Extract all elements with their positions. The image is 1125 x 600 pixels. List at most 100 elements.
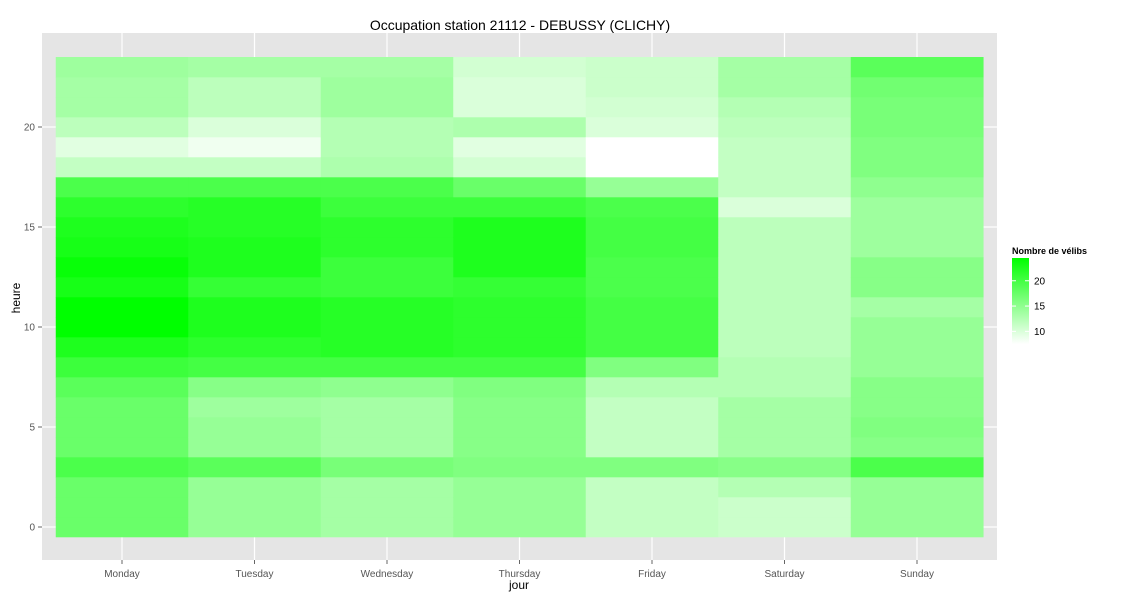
heatmap-tile [453,317,587,338]
heatmap-tile [718,497,852,518]
x-tick-label: Wednesday [361,569,414,580]
x-tick-label: Saturday [764,569,804,580]
heatmap-tile [55,117,189,138]
heatmap-tile [188,97,322,118]
heatmap-tile [55,157,189,178]
heatmap-tile [453,437,587,458]
heatmap-tile [718,457,852,478]
heatmap-tile [718,277,852,298]
heatmap-tile [453,297,587,318]
x-tick-label: Tuesday [236,569,274,580]
heatmap-tile [188,237,322,258]
heatmap-tile [320,357,454,378]
heatmap-tile [188,117,322,138]
heatmap-tile [718,477,852,498]
heatmap-tile [850,497,984,518]
heatmap-tile [320,237,454,258]
heatmap-tile [55,277,189,298]
heatmap-tile [585,57,719,78]
heatmap-tile [320,57,454,78]
heatmap-tile [850,237,984,258]
heatmap-tile [585,457,719,478]
heatmap-tile [55,77,189,98]
y-tick-label: 20 [24,123,36,134]
heatmap-tile [585,77,719,98]
heatmap-tile [850,217,984,238]
heatmap-tile [585,297,719,318]
heatmap-tile [320,77,454,98]
heatmap-tile [320,417,454,438]
chart-title: Occupation station 21112 - DEBUSSY (CLIC… [370,17,670,33]
heatmap-tile [188,317,322,338]
heatmap-tile [55,217,189,238]
heatmap-tile [55,297,189,318]
heatmap-tile [850,177,984,198]
heatmap-tile [850,377,984,398]
heatmap-tile [585,337,719,358]
heatmap-tile [188,197,322,218]
heatmap-tile [850,297,984,318]
heatmap-tile [718,197,852,218]
x-axis-label: jour [508,578,529,592]
heatmap-tile [188,217,322,238]
heatmap-tile [55,437,189,458]
heatmap-tile [718,417,852,438]
legend-colorbar [1012,258,1029,344]
heatmap-tile [188,297,322,318]
heatmap-tile [453,277,587,298]
y-tick-label: 0 [29,523,35,534]
heatmap-tile [188,137,322,158]
heatmap-tile [320,277,454,298]
heatmap-tile [55,417,189,438]
heatmap-tile [850,437,984,458]
x-tick-label: Sunday [900,569,934,580]
y-tick-label: 5 [29,423,35,434]
heatmap-tile [585,517,719,538]
heatmap-tile [453,257,587,278]
heatmap-tile [718,137,852,158]
heatmap-tile [188,477,322,498]
heatmap-tile [850,197,984,218]
heatmap-tile [585,377,719,398]
heatmap-tile [188,517,322,538]
heatmap-tile [850,477,984,498]
heatmap-tile [850,97,984,118]
heatmap-tile [320,517,454,538]
heatmap-tile [55,97,189,118]
heatmap-tile [850,517,984,538]
heatmap-tile [585,157,719,178]
heatmap-tile [320,117,454,138]
heatmap-tile [850,157,984,178]
heatmap-tile [585,97,719,118]
heatmap-tile [55,397,189,418]
heatmap-tile [320,497,454,518]
heatmap-tile [55,137,189,158]
heatmap-tile [320,157,454,178]
heatmap-tile [320,177,454,198]
heatmap-tile [55,197,189,218]
heatmap-tile [453,117,587,138]
heatmap-tile [55,457,189,478]
heatmap-tile [55,317,189,338]
heatmap-tile [320,317,454,338]
heatmap-tile [585,417,719,438]
heatmap-tile [55,337,189,358]
heatmap-tile [718,237,852,258]
heatmap-tile [453,157,587,178]
heatmap-tile [718,97,852,118]
heatmap-tile [718,117,852,138]
heatmap-tile [718,77,852,98]
heatmap-tile [585,217,719,238]
heatmap-tile [453,417,587,438]
heatmap-tile [453,217,587,238]
heatmap-tile [453,177,587,198]
heatmap-tile [585,437,719,458]
heatmap-tile [188,437,322,458]
heatmap-tile [453,377,587,398]
heatmap-tile [320,477,454,498]
heatmap-tile [585,137,719,158]
heatmap-tile [453,97,587,118]
heatmap-tile [453,397,587,418]
heatmap-tile [188,357,322,378]
legend-title: Nombre de vélibs [1012,246,1087,256]
